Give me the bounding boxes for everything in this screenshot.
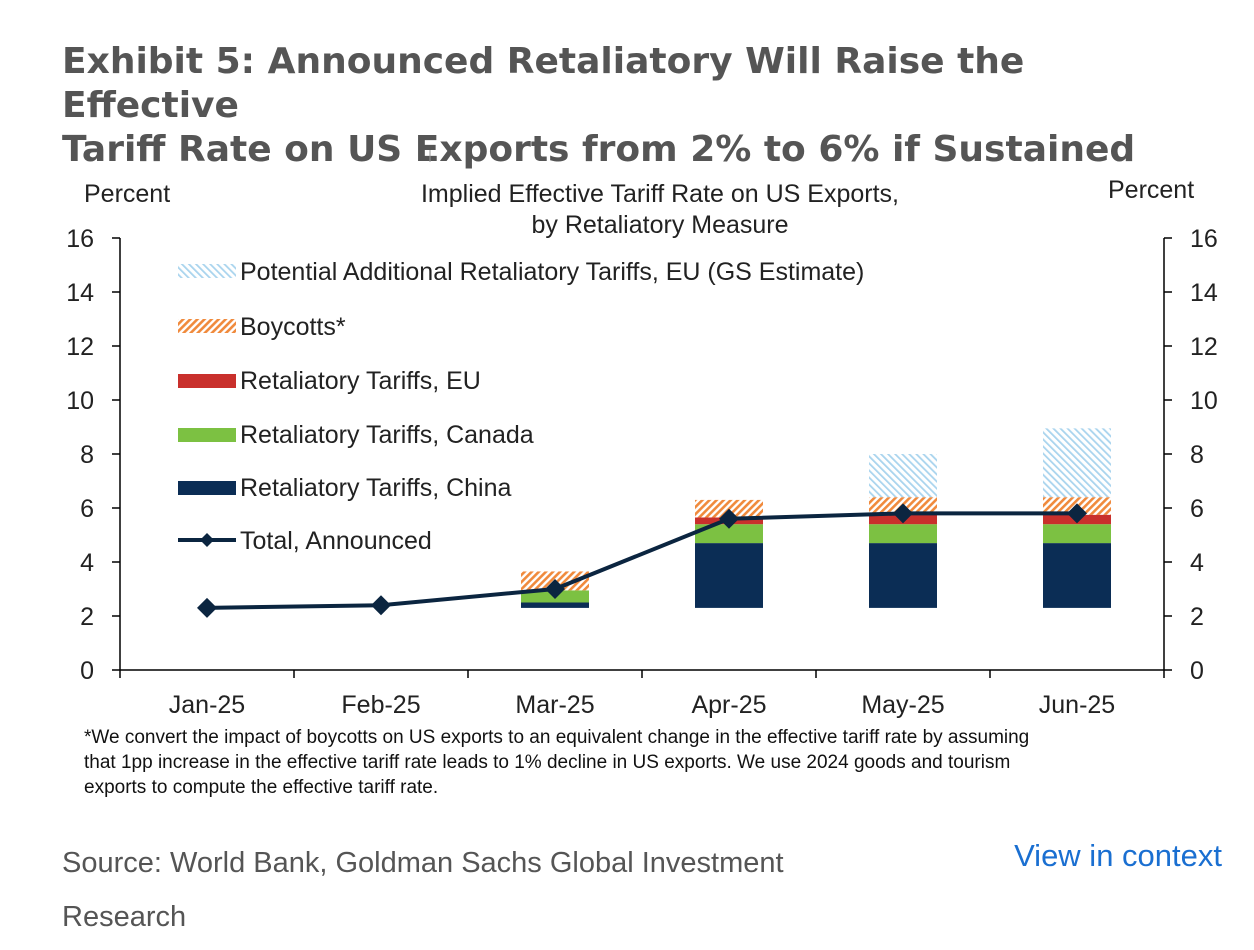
legend-label-total: Total, Announced <box>240 527 432 555</box>
legend-swatch-eu <box>178 374 236 388</box>
right-tick-label: 8 <box>1190 441 1204 469</box>
legend-label-eu: Retaliatory Tariffs, EU <box>240 367 481 395</box>
left-tick-label: 8 <box>80 441 94 469</box>
bar-segment-china <box>521 602 589 608</box>
x-axis-ticks: Jan-25 Feb-25 Mar-25 Apr-25 May-25 Jun-25 <box>119 670 1165 719</box>
total-line-marker <box>545 579 565 599</box>
y-axis-ticks: 0 0 2 2 4 4 6 6 8 8 10 10 12 12 14 14 16 16 <box>66 225 1218 685</box>
stacked-bars <box>521 428 1111 608</box>
legend-swatch-boycotts <box>178 319 236 333</box>
bar-segment-potential-eu <box>1043 428 1111 498</box>
bar-segment-canada <box>1043 524 1111 544</box>
x-tick-label: Apr-25 <box>691 691 766 719</box>
left-axis-label: Percent <box>84 180 170 208</box>
total-line-marker <box>197 597 217 618</box>
left-tick-label: 10 <box>66 387 94 415</box>
legend-label-china: Retaliatory Tariffs, China <box>240 474 512 502</box>
bar-segment-canada <box>869 524 937 544</box>
bar-segment-potential-eu <box>869 454 937 498</box>
bar-segment-boycotts <box>695 499 763 518</box>
legend-label-boycotts: Boycotts* <box>240 313 346 341</box>
footnote-line-3: exports to compute the effective tariff … <box>84 777 438 798</box>
x-tick-label: Jun-25 <box>1039 691 1115 719</box>
left-tick-label: 12 <box>66 333 94 361</box>
bar-segment-china <box>869 543 937 608</box>
total-announced-line <box>197 503 1087 618</box>
bar-segment-china <box>695 543 763 608</box>
left-tick-label: 2 <box>80 603 94 631</box>
right-tick-label: 14 <box>1190 279 1218 307</box>
footnote-line-1: *We convert the impact of boycotts on US… <box>84 727 1029 748</box>
bar-segment-china <box>1043 543 1111 608</box>
right-tick-label: 12 <box>1190 333 1218 361</box>
right-tick-label: 2 <box>1190 603 1204 631</box>
left-tick-label: 14 <box>66 279 94 307</box>
bar-segment-canada <box>695 524 763 544</box>
exhibit-title-line-1: Exhibit 5: Announced Retaliatory Will Ra… <box>62 41 1025 126</box>
total-line-marker <box>719 508 739 529</box>
exhibit-title-line-2: Tariff Rate on US Exports from 2% to 6% … <box>62 129 1136 170</box>
right-tick-label: 0 <box>1190 657 1204 685</box>
legend-label-potential-eu: Potential Additional Retaliatory Tariffs… <box>240 258 864 286</box>
legend-label-canada: Retaliatory Tariffs, Canada <box>240 421 534 449</box>
source-note: Source: World Bank, Goldman Sachs Global… <box>62 847 784 933</box>
legend-swatch-china <box>178 481 236 495</box>
x-tick-label: May-25 <box>861 691 944 719</box>
x-tick-label: Mar-25 <box>515 691 594 719</box>
chart-title-line-2: by Retaliatory Measure <box>531 211 788 239</box>
legend-swatch-total-marker <box>200 533 214 547</box>
chart-legend: Potential Additional Retaliatory Tariffs… <box>178 258 864 555</box>
tariff-rate-chart: Percent Percent Implied Effective Tariff… <box>66 150 1218 798</box>
right-axis-label: Percent <box>1108 176 1194 204</box>
total-line-marker <box>371 595 391 616</box>
left-tick-label: 6 <box>80 495 94 523</box>
left-tick-label: 0 <box>80 657 94 685</box>
chart-title-line-1: Implied Effective Tariff Rate on US Expo… <box>421 180 899 208</box>
right-tick-label: 10 <box>1190 387 1218 415</box>
legend-swatch-potential-eu <box>178 264 236 278</box>
x-tick-label: Jan-25 <box>169 691 245 719</box>
total-line-path <box>206 511 1077 610</box>
right-tick-label: 16 <box>1190 225 1218 253</box>
right-tick-label: 4 <box>1190 549 1204 577</box>
total-line-marker <box>893 503 913 524</box>
left-tick-label: 16 <box>66 225 94 253</box>
left-tick-label: 4 <box>80 549 94 577</box>
legend-swatch-canada <box>178 428 236 442</box>
right-tick-label: 6 <box>1190 495 1204 523</box>
view-in-context-link[interactable]: View in context <box>1014 838 1222 873</box>
footnote-line-2: that 1pp increase in the effective tarif… <box>84 752 1010 773</box>
exhibit-title: Exhibit 5: Announced Retaliatory Will Ra… <box>62 40 1202 172</box>
x-tick-label: Feb-25 <box>341 691 420 719</box>
total-line-marker <box>1067 503 1087 524</box>
